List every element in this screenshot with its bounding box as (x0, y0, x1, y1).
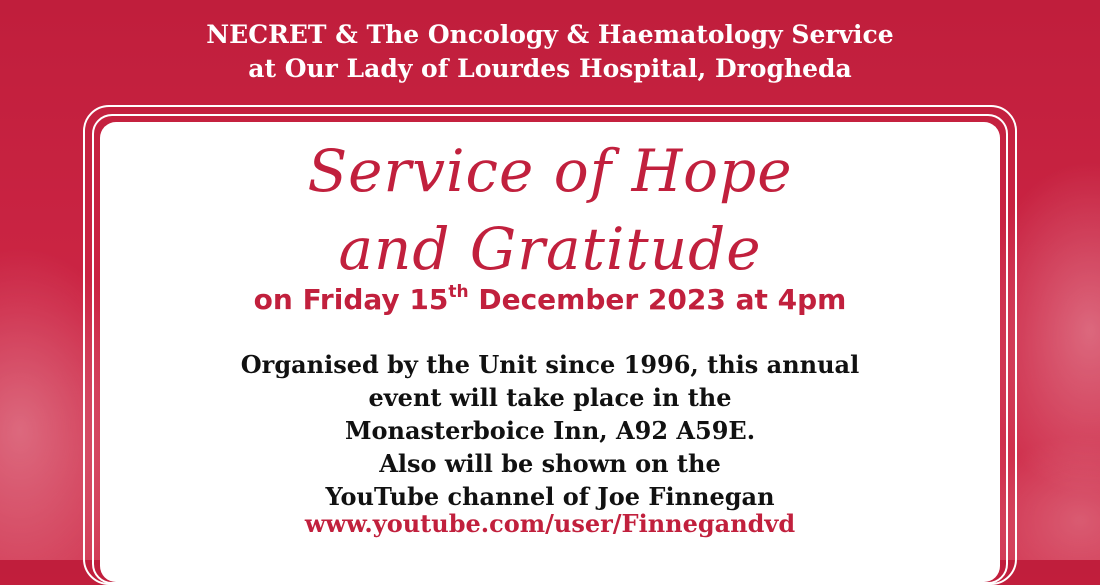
youtube-channel-link[interactable]: www.youtube.com/user/Finnegandvd (304, 509, 796, 538)
event-title-line-1: Service of Hope (307, 137, 793, 205)
details-line-3: Monasterboice Inn, A92 A59E. (344, 416, 756, 445)
details-line-1: Organised by the Unit since 1996, this a… (240, 350, 860, 379)
event-date-prefix: on Friday 15 (253, 283, 449, 316)
details-line-2: event will take place in the (368, 383, 732, 412)
details-line-5: YouTube channel of Joe Finnegan (325, 482, 775, 511)
header-line-2: at Our Lady of Lourdes Hospital, Droghed… (248, 54, 852, 83)
event-date: on Friday 15th December 2023 at 4pm (100, 280, 1000, 320)
event-title-line-2: and Gratitude (338, 215, 762, 283)
event-details: Organised by the Unit since 1996, this a… (100, 348, 1000, 513)
event-date-suffix: December 2023 at 4pm (468, 283, 847, 316)
event-title: Service of Hope and Gratitude (100, 132, 1000, 288)
header-organiser: NECRET & The Oncology & Haematology Serv… (0, 18, 1100, 86)
content-panel (100, 122, 1000, 582)
details-line-4: Also will be shown on the (379, 449, 721, 478)
header-line-1: NECRET & The Oncology & Haematology Serv… (206, 20, 894, 49)
event-date-ordinal: th (448, 282, 469, 302)
